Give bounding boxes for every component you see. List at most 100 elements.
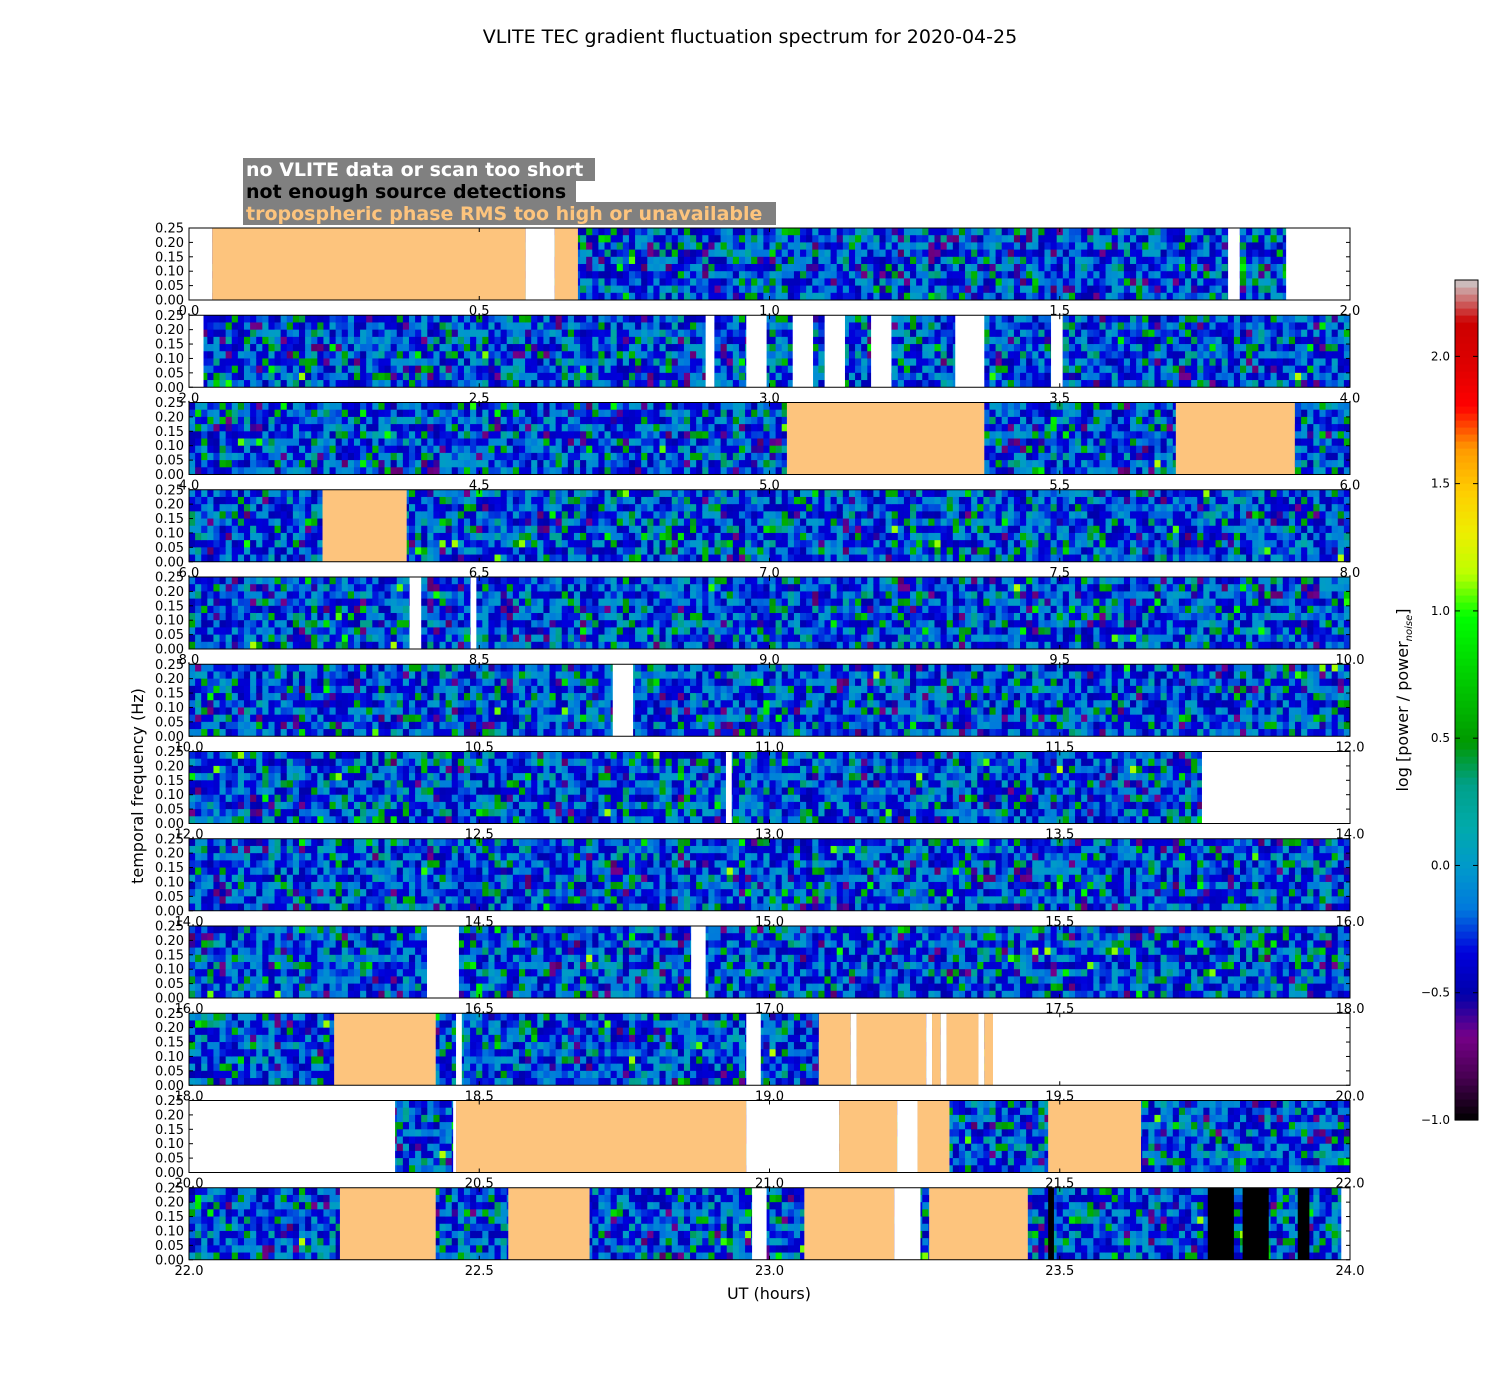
spectrogram-cell — [745, 438, 752, 447]
spectrogram-cell — [1325, 380, 1333, 388]
spectrogram-cell — [683, 452, 691, 461]
spectrogram-cell — [781, 264, 789, 272]
spectrogram-cell — [586, 315, 593, 324]
spectrogram-cell — [720, 452, 728, 461]
spectrogram-cell — [213, 329, 221, 338]
spectrogram-cell — [1185, 380, 1192, 388]
spectrogram-cell — [1105, 380, 1113, 388]
spectrogram-cell — [207, 380, 215, 388]
spectrogram-cell — [934, 285, 942, 294]
spectrogram-cell — [812, 228, 819, 236]
spectrogram-cell — [1185, 344, 1192, 352]
spectrogram-cell — [1240, 315, 1247, 324]
spectrogram-cell — [1154, 271, 1162, 279]
spectrogram-cell — [250, 402, 257, 411]
spectrogram-cell — [463, 416, 471, 425]
spectrogram-cell — [671, 249, 679, 258]
y-tick-label: 0.25 — [155, 222, 184, 237]
spectrogram-cell — [659, 256, 667, 265]
spectrogram-cell — [720, 416, 728, 425]
spectrogram-cell — [732, 445, 740, 454]
panel: 0.000.050.100.150.200.252.0 2.5 3.0 3.5 4.0 — [155, 309, 1360, 407]
spectrogram-cell — [708, 445, 716, 454]
spectrogram-cell — [1148, 315, 1156, 324]
spectrogram-cell — [243, 365, 251, 374]
spectrogram-cell — [335, 372, 343, 381]
spectrogram-cell — [726, 372, 734, 381]
spectrogram-cell — [1276, 264, 1284, 272]
y-tick-label: 0.05 — [155, 279, 184, 294]
spectrogram-cell — [653, 285, 661, 294]
spectrogram-cell — [763, 380, 771, 388]
spectrogram-cell — [922, 249, 929, 258]
spectrogram-cell — [1197, 271, 1204, 279]
spectrogram-cell — [231, 365, 239, 374]
spectrogram-cell — [555, 329, 563, 338]
spectrogram-cell — [1068, 249, 1076, 258]
spectrogram-cell — [671, 416, 679, 425]
spectrogram-cell — [341, 409, 349, 418]
spectrogram-cell — [610, 344, 618, 352]
spectrogram-cell — [1203, 242, 1211, 251]
spectrogram-cell — [1185, 249, 1192, 258]
spectrogram-cell — [842, 278, 850, 287]
spectrogram-cell — [1087, 271, 1094, 279]
spectrogram-cell — [665, 358, 673, 367]
spectrogram-cell — [439, 322, 447, 331]
spectrogram-cell — [592, 358, 599, 367]
spectrogram-cell — [1099, 264, 1107, 272]
spectrogram-cell — [891, 271, 899, 279]
spectrogram-cell — [903, 278, 911, 287]
spectrogram-cell — [989, 264, 997, 272]
spectrogram-cell — [311, 409, 318, 418]
spectrogram-cell — [867, 235, 874, 243]
spectrogram-cell — [677, 358, 685, 367]
spectrogram-cell — [671, 351, 679, 360]
spectrogram-cell — [195, 467, 202, 475]
spectrogram-cell — [402, 438, 410, 447]
spectrogram-cell — [708, 452, 716, 461]
spectrogram-cell — [1233, 380, 1241, 388]
spectrogram-cell — [726, 249, 734, 258]
spectrogram-cell — [525, 460, 532, 468]
spectrogram-cell — [360, 409, 367, 418]
spectrogram-cell — [769, 452, 777, 461]
spectrogram-cell — [274, 380, 282, 388]
spectrogram-cell — [586, 445, 593, 454]
spectrogram-cell — [659, 322, 667, 331]
spectrogram-cell — [561, 416, 569, 425]
spectrogram-cell — [696, 344, 703, 352]
spectrogram-cell — [842, 322, 850, 331]
spectrogram-cell — [1020, 249, 1027, 258]
spectrogram-cell — [317, 380, 325, 388]
spectrogram-cell — [317, 402, 325, 411]
spectrogram-cell — [610, 292, 618, 300]
spectrogram-cell — [384, 358, 392, 367]
spectrogram-cell — [531, 315, 538, 324]
spectrogram-cell — [1325, 372, 1333, 381]
spectrogram-cell — [292, 380, 300, 388]
spectrogram-cell — [1221, 315, 1229, 324]
spectrogram-cell — [622, 431, 630, 440]
spectrogram-cell — [653, 380, 661, 388]
spectrogram-cell — [567, 372, 575, 381]
spectrogram-cell — [1013, 365, 1021, 374]
spectrogram-cell — [971, 242, 978, 251]
spectrogram-cell — [628, 322, 636, 331]
spectrogram-cell — [1038, 336, 1046, 345]
spectrogram-cell — [408, 424, 416, 432]
spectrogram-cell — [1081, 285, 1088, 294]
spectrogram-cell — [610, 351, 618, 360]
spectrogram-cell — [292, 460, 300, 468]
spectrogram-cell — [1178, 336, 1186, 345]
spectrogram-cell — [567, 344, 575, 352]
spectrogram-cell — [231, 344, 239, 352]
spectrogram-cell — [1081, 228, 1088, 236]
spectrogram-cell — [421, 380, 428, 388]
spectrogram-cell — [751, 235, 758, 243]
spectrogram-cell — [763, 460, 771, 468]
spectrogram-cell — [1032, 271, 1039, 279]
spectrogram-cell — [971, 278, 978, 287]
spectrogram-cell — [665, 460, 673, 468]
spectrogram-cell — [1240, 235, 1247, 243]
